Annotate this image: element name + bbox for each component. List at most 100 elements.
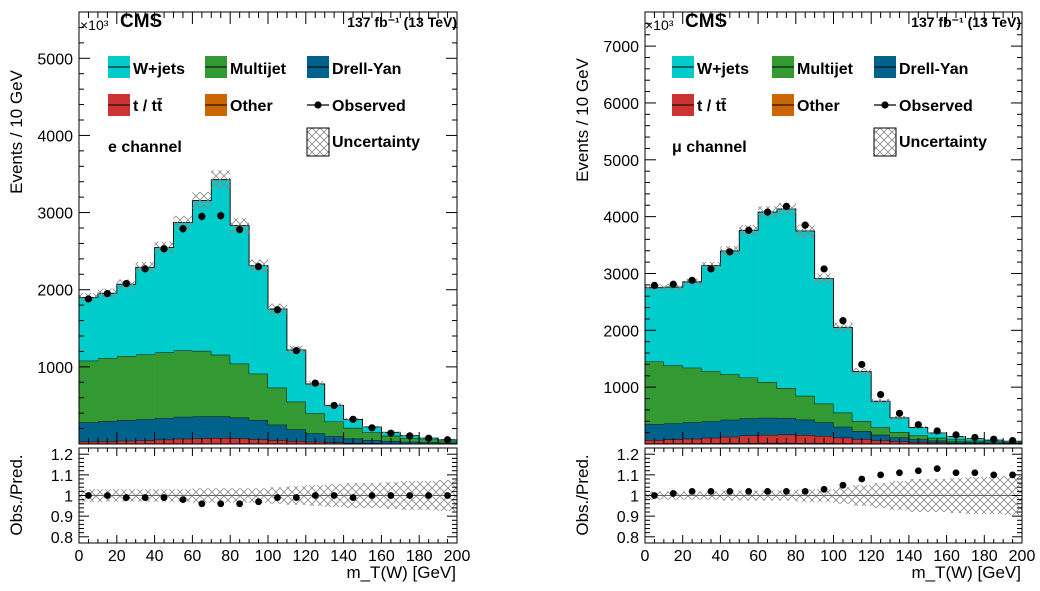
- bar-wjets: [174, 222, 193, 350]
- bar-multijet: [683, 368, 702, 423]
- observed-point: [142, 265, 149, 272]
- ratio-y-tick-label: 1.2: [617, 447, 639, 464]
- y-tick-label: 2000: [37, 283, 73, 300]
- bar-multijet: [192, 351, 211, 417]
- observed-point: [896, 410, 903, 417]
- ratio-point: [802, 488, 809, 495]
- bar-multijet: [344, 428, 363, 439]
- ratio-point: [670, 490, 677, 497]
- ratio-point: [689, 488, 696, 495]
- bar-drellyan: [720, 420, 739, 437]
- y-tick-label: 5000: [37, 51, 73, 68]
- bar-wjets: [155, 248, 174, 353]
- bar-multijet: [268, 388, 287, 425]
- ratio-point: [764, 488, 771, 495]
- observed-point: [160, 245, 167, 252]
- ratio-point: [971, 469, 978, 476]
- legend-item-uncertainty: Uncertainty: [307, 128, 420, 156]
- bar-drellyan: [192, 416, 211, 438]
- bar-drellyan: [211, 416, 230, 438]
- bar-drellyan: [777, 418, 796, 434]
- ratio-point: [312, 492, 319, 499]
- ratio-y-axis-label: Obs./Pred.: [7, 454, 26, 535]
- uncertainty-box: [192, 192, 211, 209]
- bar-wjets: [645, 288, 664, 362]
- bar-multijet: [758, 382, 777, 418]
- ratio-panel: 0.80.911.11.2: [51, 447, 457, 547]
- x-tick-label: 160: [933, 548, 960, 565]
- observed-point: [726, 248, 733, 255]
- ratio-point: [236, 500, 243, 507]
- x-tick-label: 20: [108, 548, 126, 565]
- observed-point: [952, 431, 959, 438]
- bar-multijet: [136, 354, 155, 419]
- observed-point: [236, 226, 243, 233]
- bar-multijet: [174, 351, 193, 417]
- observed-point: [312, 379, 319, 386]
- y-tick-label: 1000: [603, 380, 639, 397]
- y-tick-label: 1000: [37, 360, 73, 377]
- bar-wjets: [777, 209, 796, 388]
- observed-point: [387, 430, 394, 437]
- bar-multijet: [664, 366, 683, 424]
- observed-point: [820, 265, 827, 272]
- legend-label-uncertainty: Uncertainty: [899, 134, 987, 151]
- ratio-point: [821, 486, 828, 493]
- legend-item-multijet: Multijet: [772, 56, 854, 78]
- legend-item-wjets: W+jets: [108, 56, 185, 78]
- bar-wjets: [834, 327, 853, 412]
- ratio-point: [180, 496, 187, 503]
- x-tick-label: 40: [712, 548, 730, 565]
- ratio-point: [425, 492, 432, 499]
- observed-point: [198, 213, 205, 220]
- ratio-point: [274, 494, 281, 501]
- ratio-point: [198, 500, 205, 507]
- bar-wjets: [136, 267, 155, 354]
- legend-item-ttbar: t / tt̄: [108, 94, 163, 116]
- observed-point: [689, 277, 696, 284]
- ratio-y-tick-label: 1.1: [51, 468, 73, 485]
- legend-item-drellyan: Drell-Yan: [874, 56, 968, 78]
- x-tick-label: 100: [820, 548, 847, 565]
- ratio-y-tick-label: 1: [630, 489, 639, 506]
- channel-label: μ channel: [672, 139, 747, 156]
- y-multiplier-label: ×10³: [645, 17, 674, 33]
- ratio-point: [840, 482, 847, 489]
- legend-item-uncertainty: Uncertainty: [874, 128, 987, 156]
- ratio-point: [293, 494, 300, 501]
- legend-label-other: Other: [230, 98, 273, 115]
- ratio-point: [934, 465, 941, 472]
- legend-observed-marker: [314, 101, 321, 108]
- ratio-point: [990, 471, 997, 478]
- legend-label-drellyan: Drell-Yan: [899, 61, 968, 78]
- legend-item-multijet: Multijet: [205, 56, 287, 78]
- bar-multijet: [98, 358, 117, 421]
- legend-item-observed: Observed: [874, 98, 973, 115]
- ratio-point: [726, 488, 733, 495]
- ratio-point: [877, 471, 884, 478]
- bar-wjets: [890, 418, 909, 432]
- bar-wjets: [306, 384, 325, 413]
- y-multiplier-label: ×10³: [80, 17, 109, 33]
- ratio-y-tick-label: 1.2: [51, 447, 73, 464]
- y-axis-label: Events / 10 GeV: [7, 69, 26, 193]
- ratio-point: [161, 494, 168, 501]
- ratio-point: [369, 492, 376, 499]
- observed-point: [877, 391, 884, 398]
- x-tick-label: 20: [674, 548, 692, 565]
- legend-label-multijet: Multijet: [797, 61, 854, 78]
- x-axis-label: m_T(W) [GeV]: [911, 563, 1021, 582]
- observed-point: [915, 421, 922, 428]
- bar-wjets: [815, 279, 834, 404]
- bar-drellyan: [683, 422, 702, 438]
- legend-observed-marker: [881, 101, 888, 108]
- bar-wjets: [117, 284, 136, 356]
- x-tick-label: 80: [221, 548, 239, 565]
- ratio-y-tick-label: 1: [64, 489, 73, 506]
- ratio-y-tick-label: 0.9: [617, 509, 639, 526]
- chart-panel-e-channel: Events / 10 GeV Obs./Pred. ×10³ CMS 137 …: [7, 11, 470, 582]
- bar-drellyan: [174, 417, 193, 439]
- x-tick-label: 140: [896, 548, 923, 565]
- bar-multijet: [287, 402, 306, 430]
